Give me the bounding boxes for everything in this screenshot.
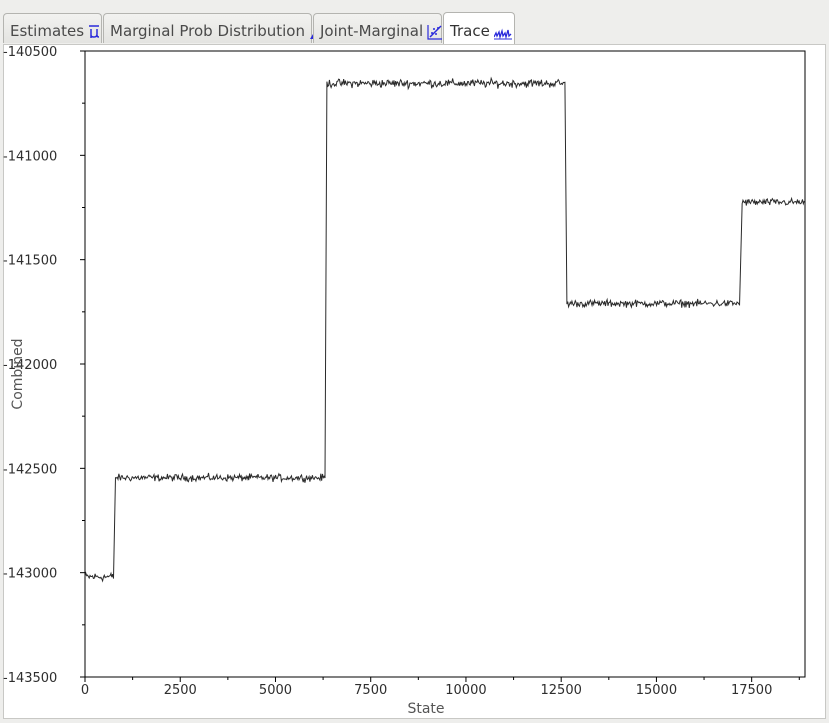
tab-trace[interactable]: Trace xyxy=(443,12,515,44)
trace-line xyxy=(84,76,806,583)
tab-joint-label: Joint-Marginal xyxy=(320,22,424,40)
x-tick-label: 10000 xyxy=(445,683,486,698)
y-axis-label: Combined xyxy=(10,338,26,409)
x-tick-label: 12500 xyxy=(541,683,582,698)
y-tick-label: -142000 xyxy=(3,358,57,373)
y-tick-label: -140500 xyxy=(3,45,57,60)
x-tick-label: 17500 xyxy=(731,683,772,698)
tab-marginal-prob-distribution[interactable]: Marginal Prob Distribution xyxy=(103,13,326,43)
joint-marginal-icon xyxy=(427,18,443,52)
x-tick-label: 15000 xyxy=(636,683,677,698)
y-tick-label: -143500 xyxy=(3,671,57,686)
y-tick-label: -143000 xyxy=(3,567,57,582)
mu-icon xyxy=(88,18,100,52)
trace-icon xyxy=(493,17,512,53)
x-tick-label: 7500 xyxy=(354,683,387,698)
x-tick-label: 2500 xyxy=(164,683,197,698)
tab-joint-marginal[interactable]: Joint-Marginal xyxy=(313,13,443,43)
x-tick-label: 5000 xyxy=(259,683,292,698)
x-axis-label: State xyxy=(407,701,444,717)
tab-estimates-label: Estimates xyxy=(10,22,85,40)
x-tick-label: 0 xyxy=(81,683,89,698)
y-tick-label: -141000 xyxy=(3,149,57,164)
y-tick-label: -141500 xyxy=(3,254,57,269)
y-tick-label: -142500 xyxy=(3,462,57,477)
tab-trace-label: Trace xyxy=(450,22,490,40)
tab-marginal-label: Marginal Prob Distribution xyxy=(110,22,305,40)
plot-area xyxy=(84,50,806,678)
tab-estimates[interactable]: Estimates xyxy=(3,13,102,43)
tab-bar: Estimates Marginal Prob Distribution Joi… xyxy=(0,12,829,44)
